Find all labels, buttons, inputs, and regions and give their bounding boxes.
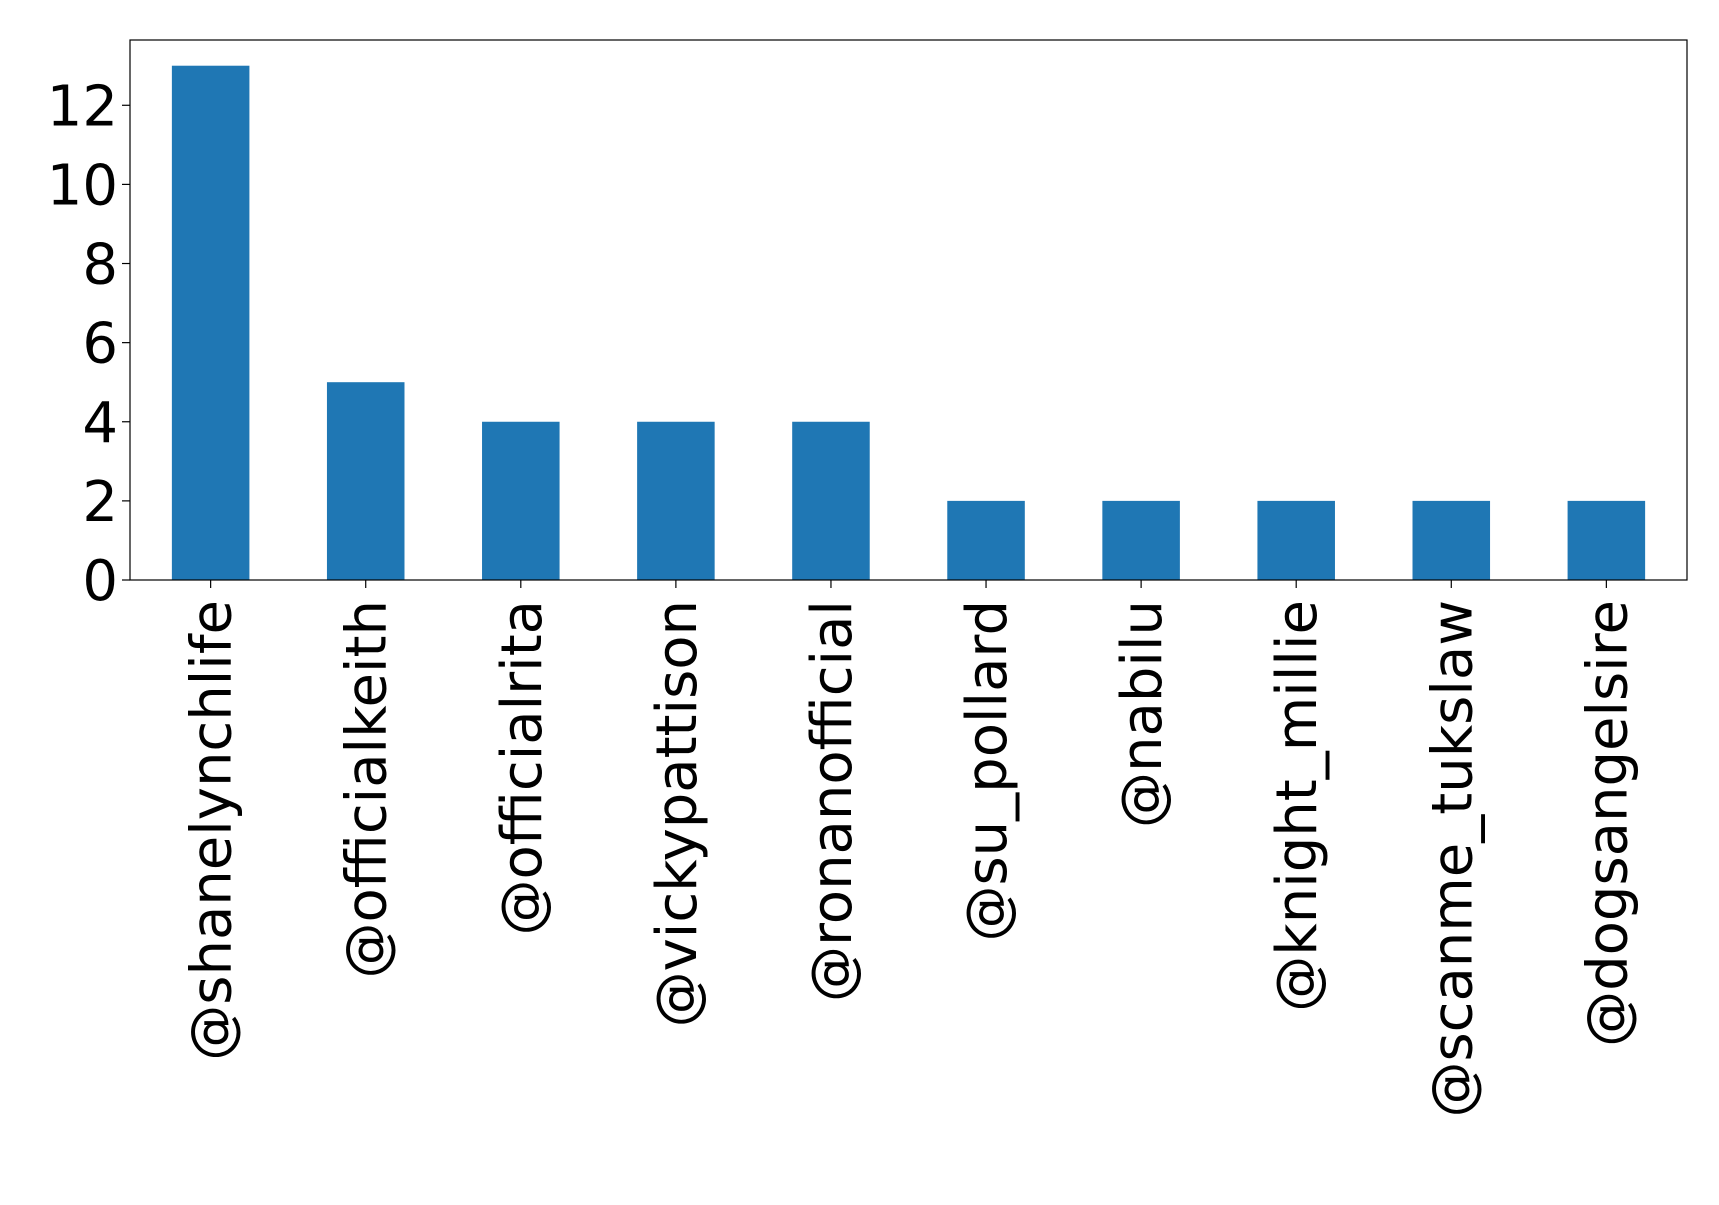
y-tick-label: 10	[47, 153, 118, 218]
bar-ronanofficial	[792, 421, 870, 580]
x-tick-label: @officialrita	[490, 600, 555, 935]
x-tick-label: @vickypattison	[645, 600, 710, 1027]
y-axis: 0 2 4 6 8 10 12	[47, 74, 130, 614]
y-tick-label: 2	[82, 470, 118, 535]
bar-shanelynchlife	[171, 65, 250, 580]
y-tick-label: 12	[47, 74, 118, 139]
bar-officialrita	[482, 421, 560, 580]
bar-scanme-tukslaw	[1412, 500, 1491, 580]
y-tick-label: 8	[82, 233, 118, 298]
x-tick-label: @ronanofficial	[800, 600, 865, 1002]
x-axis: @shanelynchlife @officialkeith @officialri…	[180, 580, 1640, 1118]
y-tick-label: 6	[82, 312, 118, 377]
x-tick-label: @officialkeith	[335, 600, 400, 979]
x-tick-label: @knight_millie	[1265, 600, 1330, 1012]
x-tick-label: @su_pollard	[955, 600, 1020, 942]
bar-dogsangelsire	[1567, 500, 1646, 580]
bar-nabilu	[1102, 500, 1180, 580]
bar-officialkeith	[326, 382, 405, 580]
bar-vickypattison	[637, 421, 715, 580]
y-tick-label: 4	[82, 391, 118, 456]
x-tick-label: @dogsangelsire	[1575, 600, 1640, 1047]
plot-frame	[129, 39, 1688, 581]
bars-group	[171, 65, 1646, 580]
x-tick-label: @scanme_tukslaw	[1420, 600, 1485, 1118]
x-tick-label: @shanelynchlife	[180, 600, 245, 1061]
y-tick-label: 0	[82, 549, 118, 614]
x-tick-label: @nabilu	[1110, 600, 1175, 828]
bar-su-pollard	[947, 500, 1025, 580]
bar-knight-millie	[1257, 500, 1335, 580]
